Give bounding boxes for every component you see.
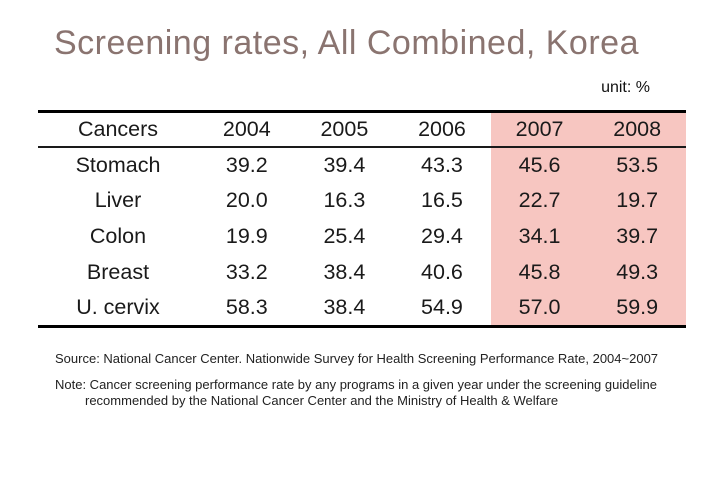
col-header-2006: 2006 (393, 111, 491, 148)
value-cell: 25.4 (323, 224, 366, 248)
row-label: Stomach (75, 152, 161, 177)
row-label: Breast (86, 260, 150, 284)
value-cell: 16.3 (323, 188, 366, 212)
value-cell: 59.9 (588, 290, 686, 327)
unit-label: unit: % (601, 79, 650, 96)
header-row: Cancers 2004 2005 2006 2007 2008 (38, 111, 686, 148)
source-note: Source: National Cancer Center. Nationwi… (55, 351, 659, 366)
value-cell: 29.4 (421, 224, 463, 248)
footnote: Note: Cancer screening performance rate … (55, 377, 657, 408)
value-cell: 53.5 (588, 146, 686, 183)
footnote-line-2: recommended by the National Cancer Cente… (85, 392, 559, 408)
value-cell: 40.6 (421, 260, 463, 284)
value-cell: 58.3 (225, 295, 268, 320)
col-header-cancers: Cancers (38, 111, 198, 148)
table-row-breast: Breast 33.2 38.4 40.6 45.8 49.3 (38, 254, 686, 291)
table-row-liver: Liver 20.0 16.3 16.5 22.7 19.7 (38, 182, 686, 219)
value-cell: 39.2 (225, 152, 268, 177)
value-cell: 38.4 (323, 260, 366, 284)
slide-title: Screening rates, All Combined, Korea (54, 24, 639, 62)
value-cell: 45.8 (490, 254, 589, 291)
value-cell: 20.0 (225, 188, 268, 212)
value-cell: 45.6 (490, 146, 589, 183)
value-cell: 16.5 (421, 188, 463, 212)
footnote-line-1: Note: Cancer screening performance rate … (55, 377, 657, 392)
value-cell: 34.1 (490, 218, 589, 255)
table-row-u-cervix: U. cervix 58.3 38.4 54.9 57.0 59.9 (38, 290, 686, 327)
value-cell: 22.7 (490, 182, 589, 219)
row-label: U. cervix (76, 295, 160, 320)
table-row-colon: Colon 19.9 25.4 29.4 34.1 39.7 (38, 218, 686, 255)
row-label: Colon (89, 224, 147, 248)
value-cell: 19.7 (588, 182, 686, 219)
value-cell: 39.4 (323, 152, 366, 177)
col-header-2004: 2004 (198, 111, 296, 148)
col-header-2007: 2007 (490, 111, 589, 148)
value-cell: 33.2 (225, 260, 268, 284)
value-cell: 38.4 (323, 295, 366, 320)
col-header-2005: 2005 (295, 111, 394, 148)
value-cell: 57.0 (490, 290, 589, 327)
value-cell: 54.9 (421, 295, 463, 320)
value-cell: 39.7 (588, 218, 686, 255)
table-row-stomach: Stomach 39.2 39.4 43.3 45.6 53.5 (38, 146, 686, 183)
value-cell: 43.3 (421, 152, 463, 177)
value-cell: 19.9 (225, 224, 268, 248)
row-label: Liver (94, 188, 142, 212)
col-header-2008: 2008 (588, 111, 686, 148)
screening-rates-table: Cancers 2004 2005 2006 2007 2008 Stomach… (38, 110, 686, 328)
value-cell: 49.3 (588, 254, 686, 291)
